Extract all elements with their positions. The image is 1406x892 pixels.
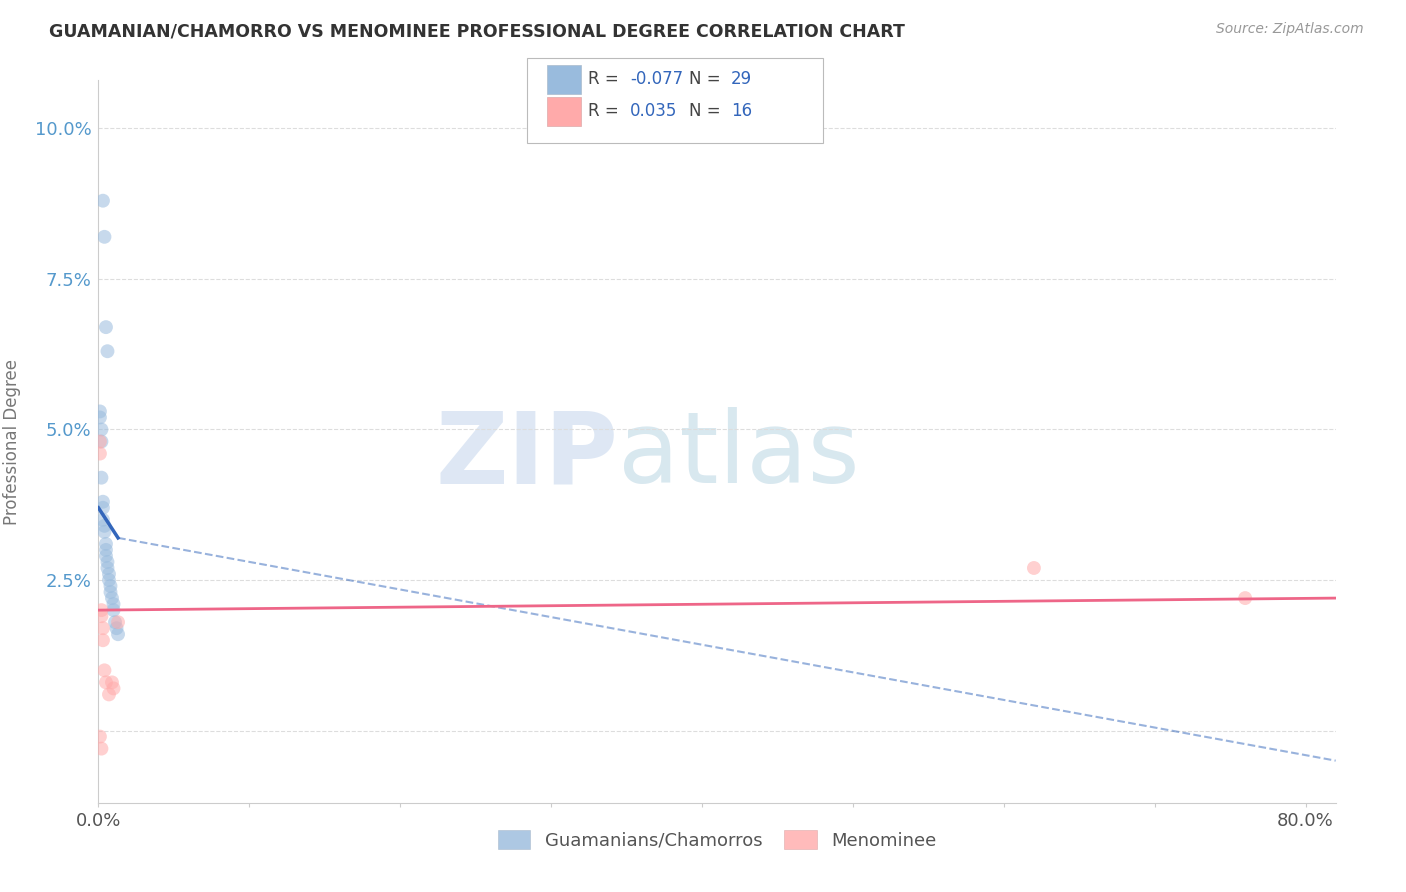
Point bbox=[103, 681, 125, 696]
Point bbox=[90, 470, 112, 484]
Point bbox=[89, 404, 111, 418]
Text: N =: N = bbox=[689, 70, 720, 88]
Point bbox=[90, 434, 112, 449]
Point bbox=[90, 603, 112, 617]
Point bbox=[94, 675, 117, 690]
Text: -0.077: -0.077 bbox=[630, 70, 683, 88]
Point bbox=[107, 627, 129, 641]
Point bbox=[91, 621, 114, 635]
Point bbox=[98, 687, 121, 701]
Text: atlas: atlas bbox=[619, 408, 859, 505]
Point bbox=[105, 621, 128, 635]
Point bbox=[103, 603, 125, 617]
Text: Source: ZipAtlas.com: Source: ZipAtlas.com bbox=[1216, 22, 1364, 37]
Point bbox=[94, 542, 117, 557]
Point bbox=[93, 229, 115, 244]
Point bbox=[89, 730, 111, 744]
Point bbox=[93, 518, 115, 533]
Point bbox=[91, 513, 114, 527]
Point bbox=[93, 524, 115, 539]
Point bbox=[90, 609, 112, 624]
Text: N =: N = bbox=[689, 103, 720, 120]
Point bbox=[100, 579, 122, 593]
Point bbox=[89, 410, 111, 425]
Text: 29: 29 bbox=[731, 70, 752, 88]
Point bbox=[101, 675, 124, 690]
Point bbox=[90, 741, 112, 756]
Point bbox=[94, 549, 117, 563]
Point bbox=[96, 344, 118, 359]
Point bbox=[1022, 561, 1045, 575]
Text: R =: R = bbox=[588, 103, 619, 120]
Text: 16: 16 bbox=[731, 103, 752, 120]
Point bbox=[90, 422, 112, 436]
Point bbox=[93, 664, 115, 678]
Point bbox=[100, 585, 122, 599]
Point bbox=[98, 573, 121, 587]
Legend: Guamanians/Chamorros, Menominee: Guamanians/Chamorros, Menominee bbox=[489, 822, 945, 859]
Point bbox=[91, 494, 114, 508]
Point bbox=[91, 633, 114, 648]
Point bbox=[96, 555, 118, 569]
Point bbox=[91, 194, 114, 208]
Text: GUAMANIAN/CHAMORRO VS MENOMINEE PROFESSIONAL DEGREE CORRELATION CHART: GUAMANIAN/CHAMORRO VS MENOMINEE PROFESSI… bbox=[49, 22, 905, 40]
Text: ZIP: ZIP bbox=[436, 408, 619, 505]
Point bbox=[103, 597, 125, 611]
Point bbox=[104, 615, 127, 630]
Point bbox=[91, 500, 114, 515]
Point bbox=[107, 615, 129, 630]
Point bbox=[96, 561, 118, 575]
Point bbox=[94, 320, 117, 334]
Text: R =: R = bbox=[588, 70, 619, 88]
Text: 0.035: 0.035 bbox=[630, 103, 678, 120]
Point bbox=[98, 567, 121, 582]
Y-axis label: Professional Degree: Professional Degree bbox=[3, 359, 21, 524]
Point bbox=[101, 591, 124, 606]
Point bbox=[1234, 591, 1257, 606]
Point bbox=[94, 537, 117, 551]
Point bbox=[89, 446, 111, 460]
Point bbox=[89, 434, 111, 449]
